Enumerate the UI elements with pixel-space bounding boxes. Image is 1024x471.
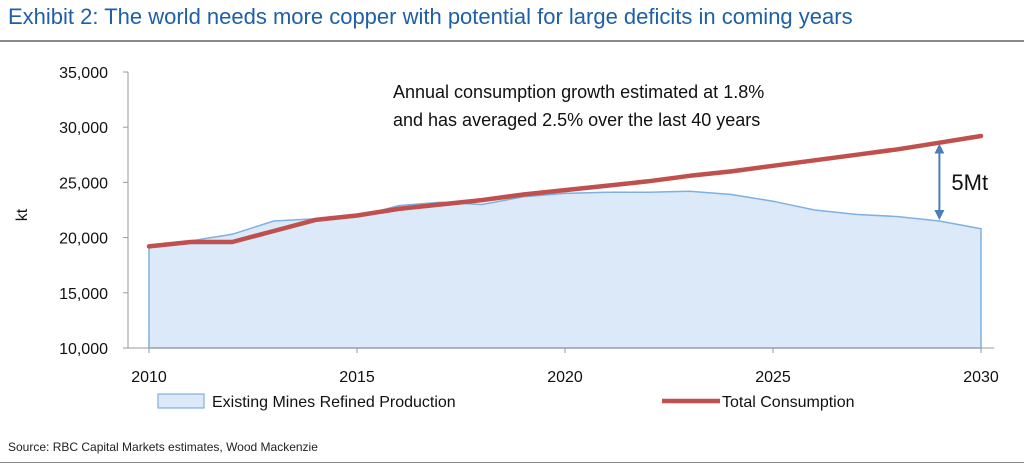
deficit-label: 5Mt: [951, 170, 988, 195]
legend-label-consumption: Total Consumption: [722, 394, 855, 411]
x-tick-label: 2010: [131, 369, 167, 386]
y-axis-label: kt: [14, 208, 31, 221]
annotations: Annual consumption growth estimated at 1…: [393, 82, 988, 221]
source-note: Source: RBC Capital Markets estimates, W…: [8, 440, 318, 454]
y-tick-label: 30,000: [59, 120, 108, 137]
x-tick-label: 2030: [963, 369, 999, 386]
tick-labels: 10,000 15,000 20,000 25,000 30,000 35,000 2010…: [59, 65, 999, 386]
x-tick-label: 2015: [339, 369, 375, 386]
growth-annotation-line: and has averaged 2.5% over the last 40 y…: [393, 110, 760, 130]
axes: [123, 71, 994, 353]
chart: 10,000 15,000 20,000 25,000 30,000 35,000 2010…: [14, 65, 999, 411]
production-area: [148, 190, 982, 349]
y-tick-label: 10,000: [59, 341, 108, 358]
legend: Existing Mines Refined Production Total C…: [157, 393, 855, 411]
y-tick-label: 15,000: [59, 286, 108, 303]
growth-annotation-line: Annual consumption growth estimated at 1…: [393, 82, 764, 102]
bottom-divider: [0, 462, 1024, 463]
legend-label-production: Existing Mines Refined Production: [212, 394, 456, 411]
consumption-line: [146, 133, 984, 249]
y-tick-label: 35,000: [59, 65, 108, 82]
y-tick-label: 20,000: [59, 231, 108, 248]
legend-swatch-production: [157, 393, 205, 409]
x-tick-label: 2025: [755, 369, 791, 386]
consumption-line-layer: [146, 133, 984, 249]
title-divider: [0, 40, 1024, 42]
x-tick-label: 2020: [547, 369, 583, 386]
production-area-layer: [148, 190, 982, 349]
y-tick-label: 25,000: [59, 175, 108, 192]
page-title: Exhibit 2: The world needs more copper w…: [8, 4, 853, 29]
